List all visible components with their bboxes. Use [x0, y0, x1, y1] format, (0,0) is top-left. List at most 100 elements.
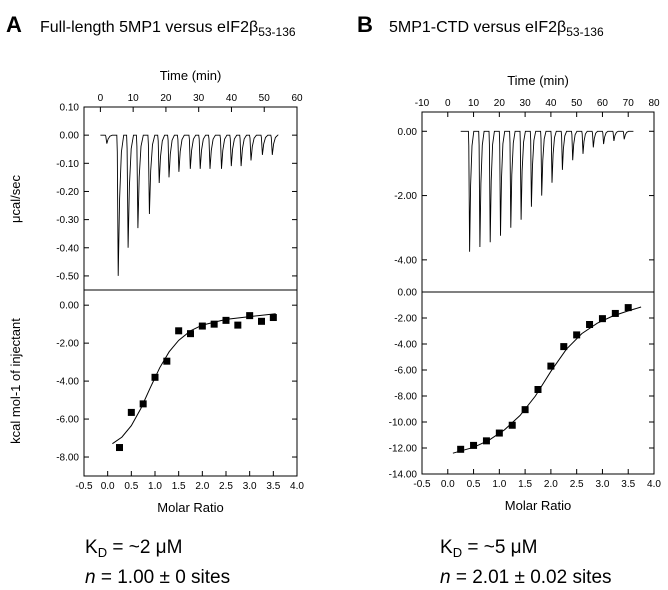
x-tick-label: 40	[545, 98, 557, 109]
y-tick-label: 0.00	[398, 127, 418, 138]
data-point	[598, 315, 606, 323]
data-point	[139, 400, 147, 408]
x-tick-label: 3.0	[243, 481, 257, 492]
y-tick-label: -2.00	[394, 191, 417, 202]
x-tick-label: 50	[571, 98, 583, 109]
n-result-a: n = 1.00 ± 0 sites	[85, 567, 230, 588]
y-tick-label: -0.30	[56, 215, 79, 226]
kd-result-a: KD = ~2 μM	[85, 537, 182, 560]
data-point	[151, 373, 159, 381]
plot-frame	[83, 106, 298, 291]
x-tick-label: 2.0	[544, 479, 558, 490]
y-tick-label: -0.20	[56, 187, 79, 198]
x-tick-label: 30	[520, 98, 532, 109]
plot-frame	[421, 111, 655, 293]
x-tick-label: 3.5	[266, 481, 280, 492]
data-point	[127, 408, 135, 416]
data-point	[624, 304, 632, 312]
y-tick-label: 0.00	[60, 301, 80, 312]
x-tick-label: 2.5	[219, 481, 233, 492]
x-tick-label: 2.0	[195, 481, 209, 492]
panel-letter-b: B	[357, 12, 373, 37]
fit-curve	[452, 306, 642, 454]
data-point	[175, 327, 183, 335]
x-tick-label: -10	[415, 98, 430, 109]
x-tick-label: 1.5	[172, 481, 186, 492]
data-point	[482, 437, 490, 445]
x-axis-title: Time (min)	[507, 73, 569, 88]
data-point	[210, 320, 218, 328]
x-tick-label: 0.5	[124, 481, 138, 492]
x-tick-label: 1.0	[492, 479, 506, 490]
y-tick-label: -2.00	[394, 314, 417, 325]
data-point	[547, 362, 555, 370]
y-tick-label: -8.00	[394, 392, 417, 403]
data-point	[163, 357, 171, 365]
y-tick-label: -8.00	[56, 453, 79, 464]
panel-title-a: Full-length 5MP1 versus eIF2β53-136	[40, 19, 296, 39]
y-tick-label: -6.00	[394, 366, 417, 377]
plot-frame	[83, 289, 298, 477]
x-tick-label: 60	[291, 93, 303, 104]
x-tick-label: 4.0	[290, 481, 304, 492]
x-tick-label: 2.5	[570, 479, 584, 490]
data-point	[521, 406, 529, 414]
x-tick-label: 4.0	[647, 479, 661, 490]
y-tick-label: -0.40	[56, 243, 79, 254]
y-tick-label: -4.00	[394, 340, 417, 351]
chart-b-thermogram: -10 0 10 20 30 40 50 60 70 80 0.00 -2.00 -4.00 Time (…	[394, 73, 660, 293]
x-tick-label: 40	[226, 93, 238, 104]
x-tick-label: 20	[494, 98, 506, 109]
x-tick-label: 3.5	[621, 479, 635, 490]
y-tick-label: -10.00	[389, 418, 418, 429]
data-point	[234, 321, 242, 329]
x-tick-label: 0.0	[101, 481, 115, 492]
panel-letter-a: A	[6, 12, 22, 37]
y-tick-label: -2.00	[56, 339, 79, 350]
data-point	[495, 429, 503, 437]
y-tick-label: -12.00	[389, 444, 418, 455]
data-point	[258, 317, 265, 325]
data-point	[611, 309, 619, 317]
x-axis-title: Molar Ratio	[157, 500, 223, 515]
x-tick-label: 3.0	[595, 479, 609, 490]
thermogram-trace	[100, 134, 279, 276]
y-tick-label: -4.00	[56, 377, 79, 388]
chart-a-thermogram: 0 10 20 30 40 50 60 0.10 0.00 -0.10 -0.20 -0.30 -0.4…	[8, 68, 303, 291]
y-tick-label: 0.00	[60, 131, 80, 142]
thermogram-trace	[460, 130, 634, 252]
data-point	[116, 444, 123, 452]
x-tick-label: 60	[597, 98, 609, 109]
data-point	[198, 322, 206, 330]
data-point	[269, 314, 277, 322]
fit-curve	[112, 313, 276, 445]
x-tick-label: 80	[648, 98, 660, 109]
x-tick-label: 0	[445, 98, 451, 109]
data-point	[534, 386, 542, 393]
y-axis-title: μcal/sec	[8, 175, 23, 223]
x-tick-label: 50	[259, 93, 271, 104]
x-tick-label: 1.0	[148, 481, 162, 492]
x-tick-label: 30	[193, 93, 205, 104]
plot-frame	[421, 291, 655, 475]
data-point	[586, 321, 594, 328]
y-axis-title: kcal mol-1 of injectant	[8, 318, 23, 444]
panel-title-b: 5MP1-CTD versus eIF2β53-136	[389, 19, 604, 39]
y-tick-label: -0.50	[56, 271, 79, 282]
y-tick-label: -4.00	[394, 255, 417, 266]
x-tick-label: 1.5	[518, 479, 532, 490]
x-tick-label: -0.5	[75, 481, 93, 492]
x-tick-label: 0.0	[441, 479, 455, 490]
y-tick-label: -6.00	[56, 415, 79, 426]
x-axis-title: Time (min)	[160, 68, 222, 83]
y-tick-label: 0.00	[398, 288, 418, 299]
chart-a-isotherm: -0.5 0.0 0.5 1.0 1.5 2.0 2.5 3.0 3.5 4.0 0.00 -2.00…	[8, 289, 304, 515]
data-point	[508, 421, 516, 429]
y-tick-label: -14.00	[389, 470, 418, 481]
n-result-b: n = 2.01 ± 0.02 sites	[440, 567, 612, 588]
data-point	[187, 330, 194, 338]
chart-b-isotherm: -0.5 0.0 0.5 1.0 1.5 2.0 2.5 3.0 3.5 4.0 0.00 -2.00…	[389, 288, 662, 514]
x-tick-label: 20	[160, 93, 172, 104]
y-tick-label: -0.10	[56, 159, 79, 170]
